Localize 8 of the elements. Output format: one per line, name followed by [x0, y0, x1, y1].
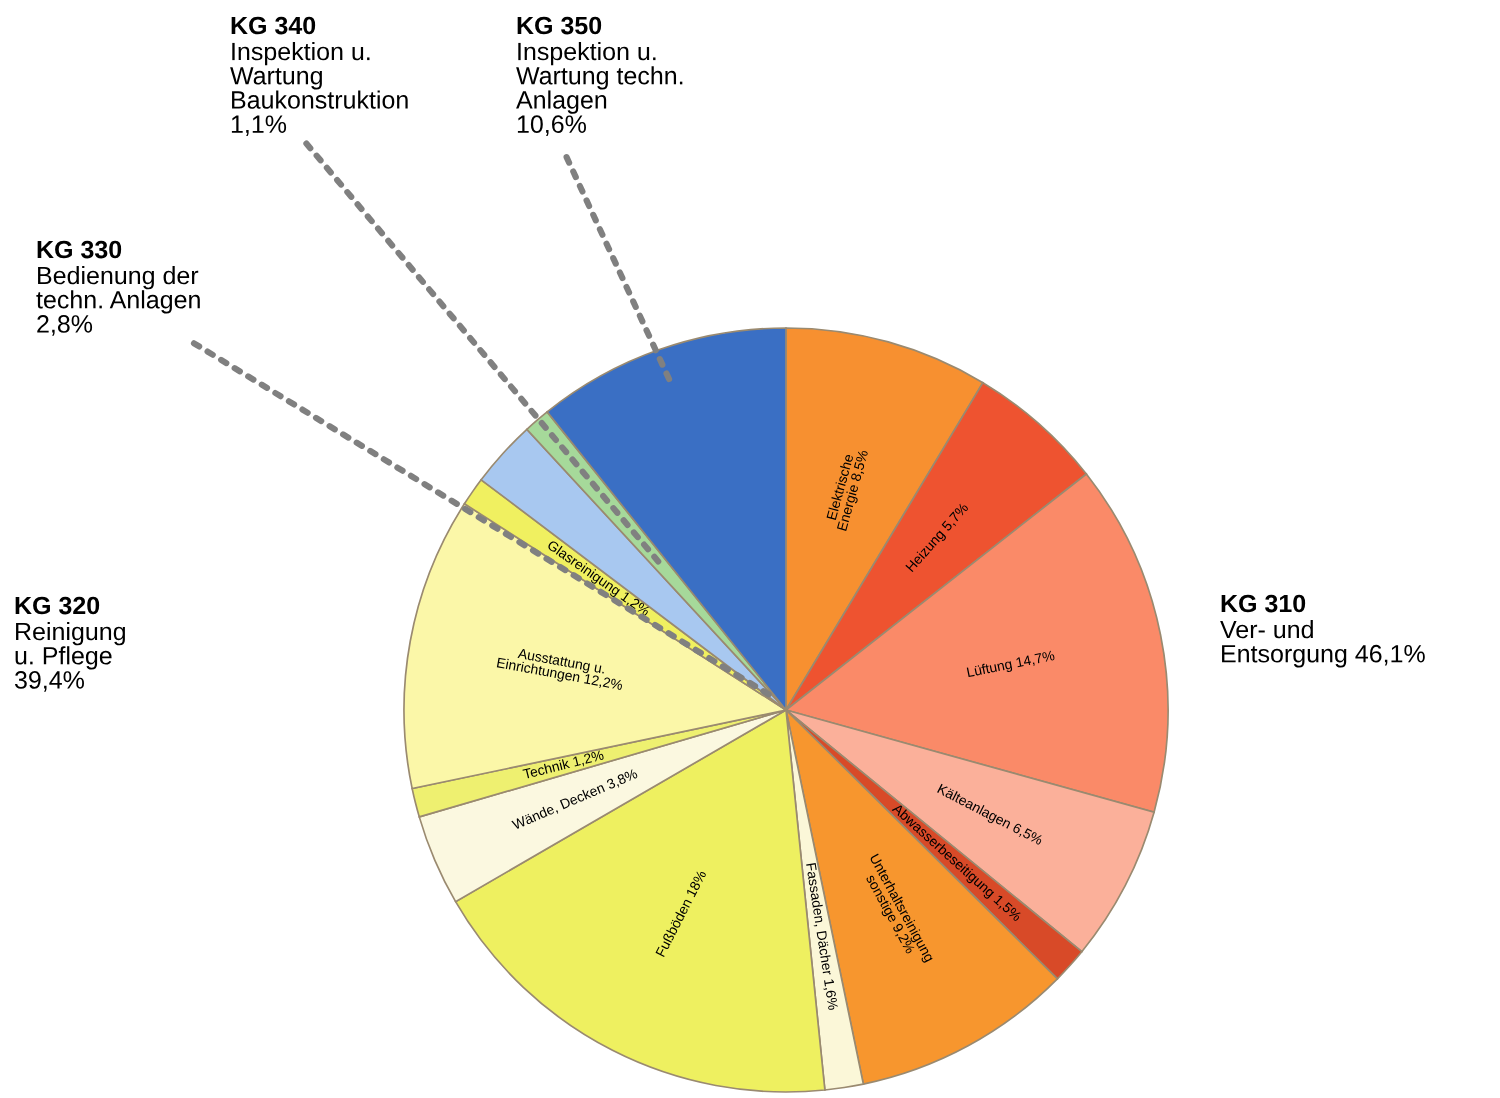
- slice-label: KG 350 Inspektion u. Wartung techn. Anlagen: [516, 16, 683, 114]
- slice-label: KG 340 Inspektion u. Wartung Baukonstruktion: [230, 16, 408, 109]
- data-label: 1,1%: [231, 115, 287, 136]
- text: KG 310 Ver- und Entsorgung 46,1%: [1220, 594, 1425, 668]
- text: KG 320 Reinigung u. Pflege 39,4%: [14, 596, 125, 692]
- data-label: 2,8%: [37, 315, 93, 336]
- data-label: 10,6%: [517, 115, 586, 136]
- slice-label: KG 330 Bedienung der techn. Anlagen: [36, 240, 200, 314]
